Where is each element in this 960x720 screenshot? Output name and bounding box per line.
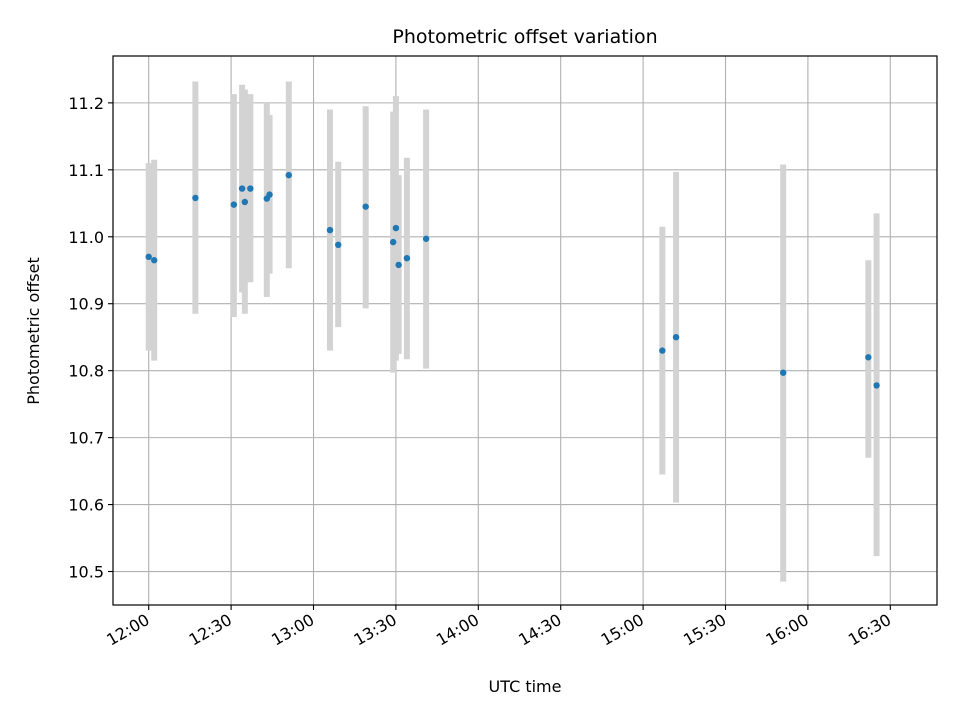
data-point [779,369,787,376]
y-tick-label: 10.6 [68,496,104,515]
data-point [247,185,254,192]
data-point [285,171,292,179]
data-point [389,238,397,246]
data-point [873,382,880,389]
y-tick-label: 11.2 [68,94,104,113]
x-tick-label: 14:00 [433,610,482,650]
chart-title: Photometric offset variation [392,26,657,48]
tick-layer: 12:00 12:30 13:00 13:30 14:00 14:30 15:00 15:30… [68,94,894,650]
x-tick-label: 16:30 [845,610,894,650]
data-point [335,241,342,249]
y-tick-label: 11.1 [68,161,104,180]
data-point [238,185,246,192]
y-tick-label: 10.9 [68,295,104,314]
x-tick-label: 12:00 [103,610,152,650]
y-tick-label: 10.5 [68,563,104,582]
data-point [659,347,666,354]
data-point [145,253,152,261]
x-tick-label: 16:00 [762,610,811,650]
data-point [362,203,369,210]
x-tick-label: 14:30 [515,610,564,650]
data-point [326,226,334,234]
data-point [151,257,158,264]
point-layer [145,171,880,389]
grid-layer [113,56,937,605]
data-point [192,194,199,202]
data-point [392,224,400,232]
x-tick-label: 15:00 [598,610,647,650]
y-axis-label: Photometric offset [24,257,43,405]
data-point [865,354,872,361]
x-tick-label: 12:30 [186,610,235,650]
data-point [672,333,680,341]
data-point [403,254,411,262]
x-axis-label: UTC time [489,677,562,696]
plot-frame [112,55,938,606]
data-point [230,201,238,208]
y-tick-label: 10.7 [68,429,104,448]
x-tick-label: 13:00 [268,610,317,650]
errorbar-layer [145,81,880,582]
x-tick-label: 13:30 [350,610,399,650]
data-point [422,235,430,242]
data-point [395,261,402,269]
y-tick-label: 11.0 [68,228,104,247]
y-tick-label: 10.8 [68,362,104,381]
x-tick-label: 15:30 [680,610,729,650]
data-point [241,198,249,206]
data-point [266,191,273,198]
